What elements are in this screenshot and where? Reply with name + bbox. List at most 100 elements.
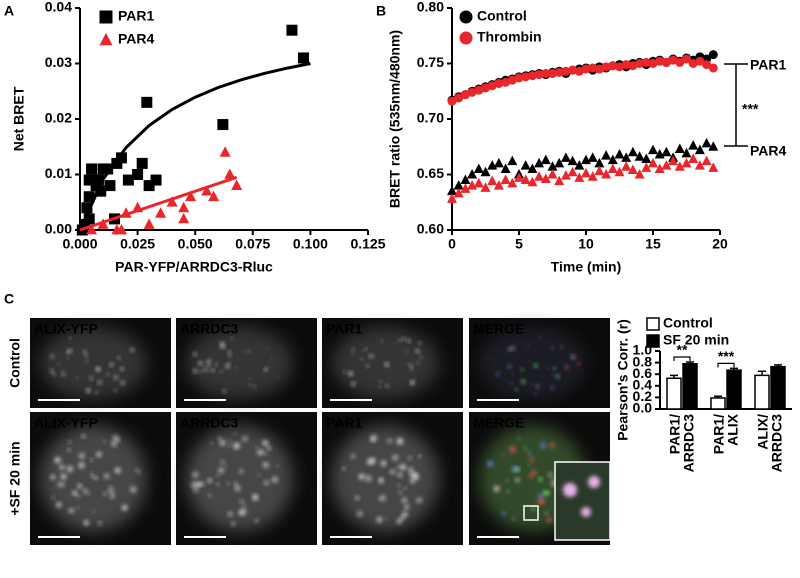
marker-triangle — [681, 157, 692, 168]
vesicle — [501, 511, 506, 516]
vesicle — [67, 448, 71, 452]
x-tick-label: ARRDC3 — [681, 414, 697, 473]
vesicle — [408, 472, 412, 476]
cell-body — [185, 327, 294, 399]
vesicle — [114, 389, 117, 392]
vesicle — [418, 455, 421, 458]
marker-circle — [548, 68, 557, 78]
vesicle — [410, 367, 413, 371]
vesicle — [538, 477, 543, 482]
vesicle — [240, 508, 247, 515]
vesicle — [534, 363, 538, 368]
marker-triangle — [634, 151, 645, 161]
vesicle — [387, 438, 392, 443]
vesicle — [218, 467, 225, 474]
vesicle — [543, 490, 549, 496]
vesicle — [87, 493, 91, 496]
vesicle — [262, 440, 269, 446]
marker-triangle — [674, 143, 685, 153]
bar — [666, 377, 682, 410]
marker-triangle — [681, 147, 692, 158]
y-tick-label: 0.01 — [45, 165, 72, 181]
marker-triangle — [594, 157, 605, 168]
vesicle — [530, 383, 533, 386]
vesicle — [549, 442, 555, 448]
vesicle — [501, 453, 505, 457]
vesicle — [103, 473, 110, 480]
vesicle — [379, 477, 383, 481]
vesicle — [113, 375, 118, 380]
marker-triangle — [641, 153, 652, 163]
y-axis-label: Net BRET — [11, 86, 27, 151]
vesicle — [403, 486, 407, 490]
vesicle — [51, 496, 55, 500]
panel-label: B — [376, 3, 386, 19]
vesicle — [385, 384, 389, 388]
vesicle — [499, 370, 501, 372]
vesicle — [277, 375, 280, 378]
marker-triangle — [648, 157, 658, 168]
marker-triangle — [166, 196, 178, 207]
vesicle — [248, 383, 252, 386]
vesicle — [227, 362, 231, 365]
marker-triangle — [560, 152, 571, 162]
vesicle — [544, 511, 548, 515]
marker-triangle — [567, 166, 578, 177]
channel-label: MERGE — [473, 415, 524, 431]
inset-vesicle — [581, 507, 591, 517]
vesicle — [120, 367, 124, 371]
vesicle — [351, 348, 355, 352]
vesicle — [560, 345, 564, 348]
vesicle — [69, 337, 72, 340]
marker-triangle — [641, 162, 652, 172]
legend-label: Control — [663, 315, 713, 331]
cell-body — [185, 425, 294, 532]
bar — [770, 365, 786, 410]
vesicle — [92, 509, 96, 512]
marker-triangle — [527, 163, 538, 173]
vesicle — [86, 388, 91, 393]
vesicle — [227, 350, 232, 355]
vesicle — [528, 464, 531, 467]
marker-circle — [655, 56, 665, 66]
marker-triangle — [507, 177, 518, 188]
vesicle — [527, 451, 531, 455]
vesicle — [342, 370, 346, 374]
marker-triangle — [143, 218, 155, 229]
legend-label: Thrombin — [477, 29, 542, 45]
vesicle — [362, 349, 365, 352]
marker-triangle — [634, 169, 645, 179]
vesicle — [216, 474, 219, 477]
vesicle — [379, 495, 386, 501]
vesicle — [239, 499, 244, 504]
marker-circle — [454, 93, 464, 103]
marker-circle — [447, 96, 457, 106]
vesicle — [508, 347, 511, 351]
marker-circle — [641, 57, 651, 67]
vesicle — [61, 372, 65, 377]
marker-circle — [561, 66, 571, 76]
vesicle — [373, 355, 376, 358]
vesicle — [57, 482, 63, 488]
vesicle — [79, 453, 85, 459]
vesicle — [348, 371, 353, 376]
vesicle — [253, 385, 256, 388]
marker-triangle — [621, 152, 632, 162]
vesicle — [550, 386, 554, 390]
vesicle — [510, 382, 513, 385]
marker-triangle — [487, 175, 498, 186]
bar — [710, 397, 726, 410]
vesicle — [551, 346, 554, 350]
vesicle — [408, 456, 412, 461]
vesicle — [121, 504, 128, 511]
bar — [726, 369, 742, 410]
marker-triangle — [560, 170, 571, 180]
vesicle — [214, 363, 218, 366]
marker-square — [136, 157, 148, 169]
micrograph — [30, 318, 171, 408]
vesicle — [109, 363, 114, 367]
x-tick-label: PAR1/ — [667, 414, 683, 454]
vesicle — [520, 368, 524, 371]
vesicle — [242, 436, 248, 442]
marker-square — [141, 96, 153, 108]
